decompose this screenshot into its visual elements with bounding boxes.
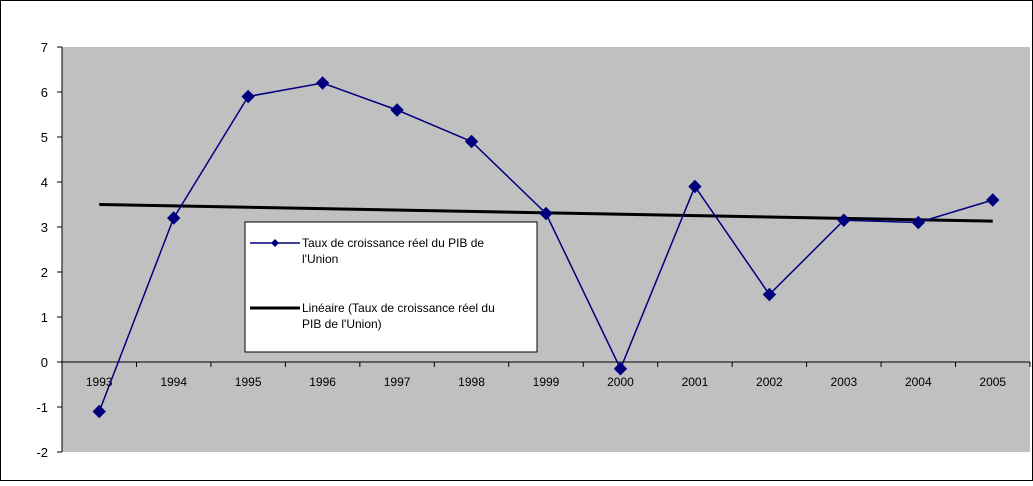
axis-layer: -2 -1 0 1 2 3 4 5 6 7 1993 1994 1995 1996 1997 1998 1999…: [36, 40, 1031, 460]
x-tick-label: 2004: [905, 375, 932, 389]
x-tick-label: 1997: [384, 375, 411, 389]
y-tick-label: 1: [41, 310, 48, 325]
x-tick-label: 1996: [309, 375, 336, 389]
data-point: [986, 193, 1000, 207]
data-point: [762, 287, 777, 302]
y-tick-label: -2: [36, 445, 48, 460]
x-tick-label: 1999: [533, 375, 560, 389]
data-point: [92, 404, 106, 419]
x-tick-label: 2003: [830, 375, 857, 389]
legend-label-line: Linéaire (Taux de croissance réel du: [302, 301, 495, 315]
data-point: [539, 206, 553, 221]
x-tick-label: 2000: [607, 375, 634, 389]
y-tick-label: 0: [41, 355, 48, 370]
x-tick-label: 2005: [979, 375, 1006, 389]
x-tick-label: 1993: [86, 375, 113, 389]
data-point: [613, 362, 628, 376]
data-point: [464, 134, 479, 149]
y-tick-label: -1: [36, 400, 48, 415]
data-point: [315, 76, 330, 90]
legend-label-line: Taux de croissance réel du PIB de: [302, 236, 484, 250]
y-tick-label: 6: [41, 85, 48, 100]
data-point: [166, 211, 181, 225]
plot-area: [62, 47, 1030, 452]
x-tick-label: 1995: [235, 375, 262, 389]
y-tick-label: 5: [41, 130, 48, 145]
y-tick-label: 7: [41, 40, 48, 55]
y-tick-label: 4: [41, 175, 48, 190]
data-point: [837, 213, 851, 227]
legend: Taux de croissance réel du PIB de l'Union…: [244, 221, 538, 353]
data-point: [911, 215, 926, 230]
legend-label-line: PIB de l'Union): [302, 317, 382, 331]
series-layer: [92, 76, 1000, 419]
data-point: [688, 179, 702, 194]
legend-label-series: Taux de croissance réel du PIB de l'Union: [302, 236, 484, 266]
y-tick-label: 3: [41, 220, 48, 235]
y-tick-label: 2: [41, 265, 48, 280]
legend-label-line: l'Union: [302, 252, 338, 266]
legend-marker: [271, 239, 279, 247]
x-tick-label: 2001: [682, 375, 709, 389]
x-tick-label: 2002: [756, 375, 783, 389]
data-point: [390, 103, 404, 117]
data-point: [241, 89, 255, 104]
x-tick-label: 1998: [458, 375, 485, 389]
x-tick-label: 1994: [160, 375, 187, 389]
legend-label-trend: Linéaire (Taux de croissance réel du PIB …: [302, 301, 495, 331]
